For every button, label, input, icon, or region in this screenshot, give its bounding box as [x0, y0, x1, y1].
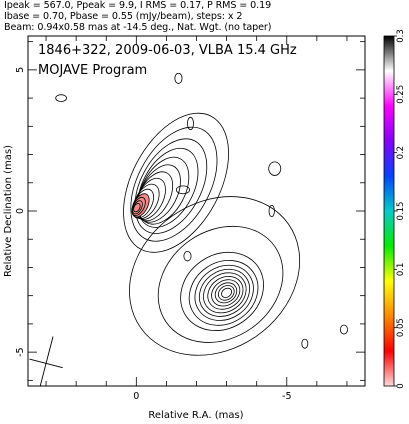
y-tick-label: -5: [15, 347, 26, 356]
x-tick-label: -5: [282, 391, 291, 402]
chart-subtitle: MOJAVE Program: [38, 63, 147, 78]
axis-ticks: 0 -5 5 0 -5: [15, 36, 365, 402]
colorbar-tick-label: 0.1: [396, 263, 406, 277]
colorbar-tick-label: 0.3: [396, 29, 406, 43]
noise-contour: [301, 338, 309, 349]
jet-knot-contour: [180, 251, 264, 331]
jet-knot-contour: [203, 272, 247, 314]
core-contour: [123, 112, 229, 253]
colorbar-ticks: 0 0.05 0.1 0.15 0.2 0.25 0.3: [394, 29, 406, 389]
noise-contour: [268, 161, 282, 176]
plot-frame: [27, 35, 366, 387]
y-tick-label: 5: [15, 67, 26, 73]
header-line-3: Beam: 0.94x0.58 mas at -14.5 deg., Nat. …: [4, 22, 272, 33]
jet-knot-contour: [214, 282, 238, 304]
jet-knot-contour: [217, 285, 235, 301]
y-tick-label: 0: [15, 208, 26, 214]
noise-contour: [187, 116, 194, 131]
colorbar: [383, 35, 395, 387]
y-axis-label: Relative Declination (mas): [3, 145, 14, 277]
colorbar-tick-label: 0.15: [396, 202, 406, 221]
header-line-2: Ibase = 0.70, Pbase = 0.55 (mJy/beam), s…: [4, 11, 243, 22]
core-contour: [134, 138, 208, 234]
noise-contour: [339, 324, 348, 335]
jet-knot-contour: [194, 264, 254, 321]
jet-knot-contour: [221, 287, 233, 298]
jet-knot-contour: [207, 276, 244, 310]
colorbar-tick-label: 0.2: [396, 146, 406, 160]
jet-knot-contour: [129, 196, 301, 356]
noise-contour: [174, 72, 183, 84]
jet-knot-contour: [211, 279, 241, 307]
plot-content: [29, 72, 348, 386]
core-contour: [137, 147, 199, 228]
core-contour: [130, 126, 218, 242]
noise-contour: [175, 185, 190, 195]
jet-knot-contour: [198, 268, 250, 317]
colorbar-tick-label: 0.25: [396, 85, 406, 104]
beam-minor-axis: [29, 358, 63, 369]
x-tick-label: 0: [133, 391, 139, 402]
colorbar-tick-label: 0.05: [396, 318, 406, 337]
jet-knot-contour: [157, 225, 284, 343]
core-contour: [131, 188, 155, 219]
colorbar-tick-label: 0: [396, 383, 406, 388]
jet-knot-contour: [188, 260, 259, 326]
x-axis-label: Relative R.A. (mas): [148, 410, 243, 421]
header-line-1: Ipeak = 567.0, Ppeak = 9.9, I RMS = 0.17…: [4, 0, 272, 11]
core-contour: [133, 203, 141, 213]
noise-contour: [55, 94, 67, 102]
noise-contour: [183, 250, 192, 262]
noise-contour: [268, 204, 275, 218]
chart-title: 1846+322, 2009-06-03, VLBA 15.4 GHz: [38, 43, 297, 58]
core-contour: [137, 156, 190, 225]
